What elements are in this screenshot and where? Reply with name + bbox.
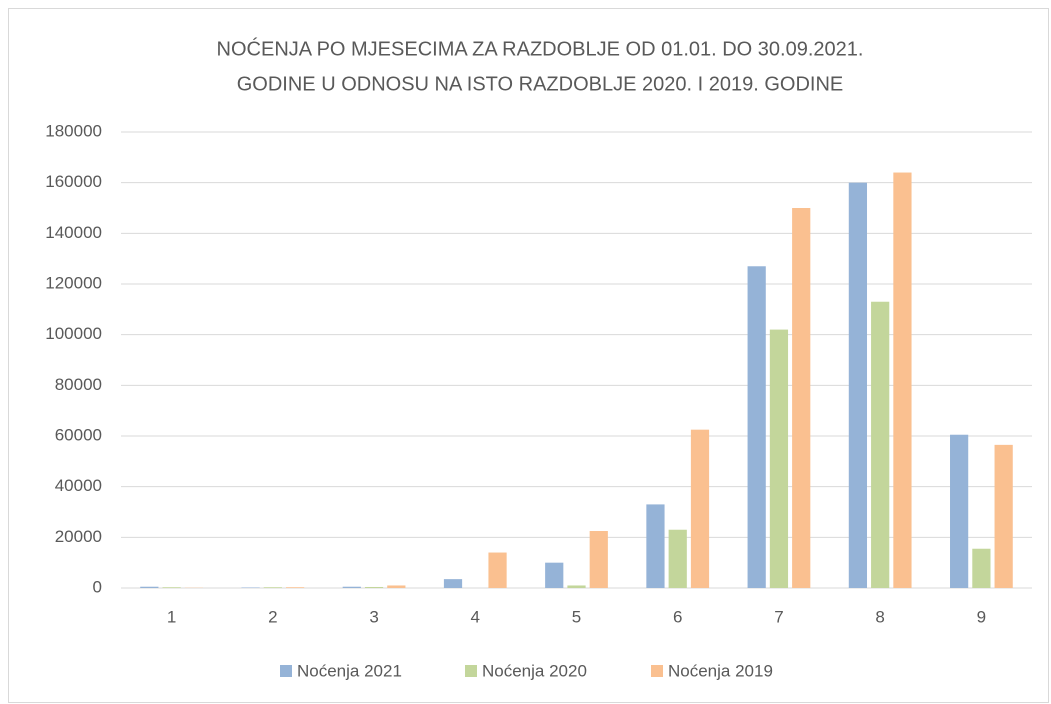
bar (589, 531, 608, 588)
x-tick-label: 2 (268, 607, 277, 626)
y-tick-label: 100000 (45, 324, 102, 343)
x-tick-label: 1 (167, 607, 176, 626)
bar (545, 562, 564, 588)
bar (364, 586, 384, 588)
chart-title: GODINE U ODNOSU NA ISTO RAZDOBLJE 2020. … (237, 73, 843, 95)
bar (140, 586, 159, 588)
bar (646, 504, 665, 588)
bar (567, 585, 586, 588)
bar (871, 301, 890, 588)
bar (792, 208, 811, 588)
x-tick-label: 9 (977, 607, 986, 626)
y-tick-label: 140000 (45, 223, 102, 242)
bar (668, 529, 687, 588)
y-tick-label: 80000 (55, 375, 102, 394)
y-tick-label: 180000 (45, 121, 102, 140)
bar (950, 434, 969, 588)
x-tick-label: 6 (673, 607, 682, 626)
y-tick-label: 40000 (55, 476, 102, 495)
chart-title: NOĆENJA PO MJESECIMA ZA RAZDOBLJE OD 01.… (217, 37, 864, 60)
legend-label: Noćenja 2021 (297, 661, 402, 680)
bar (972, 548, 991, 588)
bar (285, 587, 305, 588)
x-tick-label: 5 (572, 607, 581, 626)
y-tick-label: 60000 (55, 425, 102, 444)
bar (241, 587, 260, 588)
bar (443, 579, 463, 588)
bar (848, 182, 868, 588)
bar (342, 586, 361, 588)
chart-border (8, 8, 1049, 703)
bar (893, 172, 912, 589)
bar (263, 587, 282, 588)
bar (747, 266, 766, 588)
y-tick-label: 20000 (55, 527, 102, 546)
x-tick-label: 7 (774, 607, 783, 626)
x-tick-label: 4 (471, 607, 480, 626)
legend-swatch (280, 665, 292, 677)
x-tick-label: 8 (875, 607, 884, 626)
bar (690, 429, 710, 588)
bar (769, 329, 789, 588)
bar (162, 587, 181, 588)
y-tick-label: 160000 (45, 172, 102, 191)
legend-label: Noćenja 2020 (482, 661, 587, 680)
legend-label: Noćenja 2019 (668, 661, 773, 680)
legend-swatch (465, 665, 477, 677)
x-tick-label: 3 (369, 607, 378, 626)
y-tick-label: 120000 (45, 273, 102, 292)
bar (994, 444, 1013, 588)
y-tick-label: 0 (93, 577, 102, 596)
bar (488, 552, 507, 588)
legend-swatch (651, 665, 663, 677)
bar (387, 585, 406, 588)
